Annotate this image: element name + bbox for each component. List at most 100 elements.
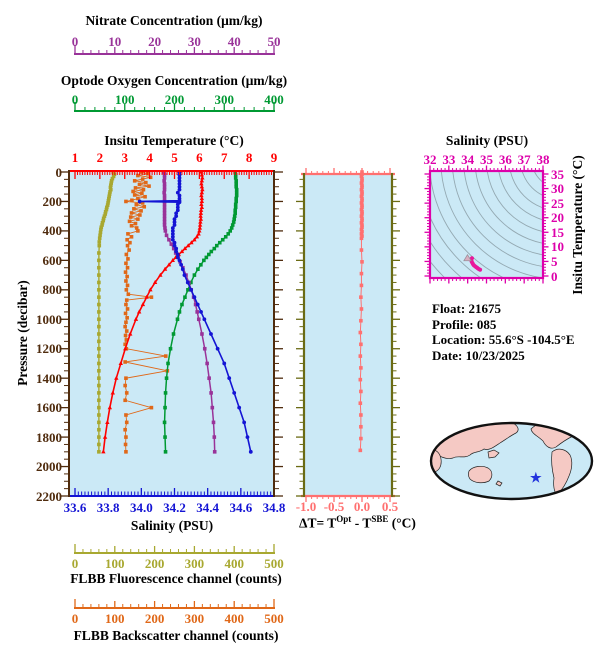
fluorescence-axis-tick-label: 500 <box>264 556 284 571</box>
metadata-line-location: Location: 55.6°S -104.5°E <box>432 332 575 347</box>
ts-temperature-tick-label: 15 <box>551 224 564 240</box>
fluorescence-axis-tick-label: 0 <box>71 556 79 571</box>
backscatter-axis-tick-label: 0 <box>71 611 79 626</box>
curve-salinity <box>137 171 253 454</box>
oxygen-axis-tick-label: 300 <box>214 92 235 107</box>
temperature-tick-label: 4 <box>146 150 153 165</box>
salinity-tick-label: 34.8 <box>262 500 286 515</box>
delta-t-label-part: - T <box>351 515 372 531</box>
delta-t-label-part: (°C) <box>388 515 416 531</box>
backscatter-axis-tick-label: 100 <box>105 611 125 626</box>
float-metadata: Float: 21675 Profile: 085 Location: 55.6°S… <box>432 301 575 363</box>
main-plot-frame <box>60 170 283 497</box>
pressure-tick-label: 1000 <box>36 311 62 327</box>
metadata-line-profile: Profile: 085 <box>432 316 497 332</box>
ts-temperature-tick-label: 30 <box>551 181 564 197</box>
pressure-tick-label: 0 <box>55 164 63 180</box>
nitrate-axis-tick-label: 40 <box>227 34 241 49</box>
pressure-tick-label: 600 <box>42 252 63 268</box>
map-land-south-america <box>551 448 573 496</box>
nitrate-axis-tick-label: 50 <box>267 34 281 49</box>
world-map <box>429 421 594 501</box>
pressure-tick-label: 800 <box>42 282 63 298</box>
ts-salinity-tick-label: 34 <box>461 152 475 167</box>
salinity-axis-title: Salinity (PSU) <box>130 518 214 533</box>
profile-curves <box>97 170 483 454</box>
delta-t-tick-label: 0.0 <box>353 499 371 514</box>
oxygen-axis-tick-label: 0 <box>71 92 79 107</box>
map-land-australia <box>467 465 493 484</box>
curve-oxygen <box>162 171 239 454</box>
temperature-tick-label: 8 <box>245 150 253 165</box>
salinity-tick-label: 34.0 <box>129 500 153 515</box>
nitrate-axis-title: Nitrate Concentration (μm/kg) <box>85 13 263 28</box>
delta-t-tick-label: -0.5 <box>323 499 345 514</box>
metadata-line-float: Float: 21675 <box>432 301 501 316</box>
ts-temperature-tick-label: 35 <box>551 166 564 182</box>
nitrate-axis-tick-label: 0 <box>71 34 79 49</box>
temperature-tick-label: 1 <box>71 150 79 165</box>
backscatter-axis-ruler <box>74 599 275 609</box>
map-land-new-zealand <box>495 480 503 487</box>
ts-temperature-tick-label: 10 <box>551 239 564 255</box>
temperature-tick-label: 2 <box>96 150 104 165</box>
ts-curve <box>469 256 483 272</box>
nitrate-axis-tick-label: 30 <box>187 34 201 49</box>
pressure-tick-label: 1200 <box>36 341 62 357</box>
temperature-tick-label: 5 <box>171 150 178 165</box>
delta-panel-background <box>303 173 393 497</box>
pressure-axis-title: Pressure (decibar) <box>15 280 30 386</box>
ts-temperature-tick-label: 20 <box>551 210 564 226</box>
fluorescence-axis-tick-label: 400 <box>224 556 244 571</box>
temperature-tick-label: 9 <box>270 150 278 165</box>
temperature-axis-title: Insitu Temperature (°C) <box>104 133 244 148</box>
ts-temperature-tick-label: 25 <box>551 195 564 211</box>
oxygen-axis-tick-label: 400 <box>264 92 284 107</box>
delta-t-label-sup-sbe: SBE <box>371 514 389 524</box>
salinity-tick-label: 34.6 <box>229 500 253 515</box>
ts-temperature-title: Insitu Temperature (°C) <box>570 155 585 295</box>
nitrate-axis-tick-label: 20 <box>148 34 162 49</box>
delta-t-label-sup-opt: Opt <box>336 514 352 524</box>
pressure-tick-label: 2200 <box>36 488 62 504</box>
axes-frames-ticks <box>60 45 549 609</box>
map-land-sea-islands <box>487 449 500 459</box>
ts-panel-frame <box>424 165 549 284</box>
nitrate-axis-ruler <box>74 45 275 55</box>
oxygen-axis-ruler <box>74 102 275 112</box>
ts-salinity-tick-label: 36 <box>498 152 512 167</box>
fluorescence-axis-ruler <box>74 544 275 554</box>
delta-t-axis-label: ΔT= TOpt - TSBE (°C) <box>299 514 416 532</box>
oxygen-axis-tick-label: 200 <box>164 92 185 107</box>
backscatter-axis-tick-label: 400 <box>224 611 244 626</box>
backscatter-axis-tick-label: 200 <box>144 611 165 626</box>
backscatter-axis-title: FLBB Backscatter channel (counts) <box>73 628 279 643</box>
map-land-greenland <box>564 423 580 429</box>
pressure-tick-label: 400 <box>42 223 63 239</box>
ts-salinity-tick-label: 33 <box>442 152 456 167</box>
map-land-africa <box>431 449 442 473</box>
delta-panel-frame <box>296 168 400 502</box>
fluorescence-axis-title: FLBB Fluorescence channel (counts) <box>70 571 282 586</box>
oxygen-axis-tick-label: 100 <box>115 92 135 107</box>
backscatter-axis-tick-label: 500 <box>264 611 284 626</box>
fluorescence-axis-tick-label: 200 <box>144 556 165 571</box>
ts-spike-marker <box>463 253 472 262</box>
backscatter-axis-tick-label: 300 <box>184 611 205 626</box>
pressure-tick-label: 2000 <box>36 459 62 475</box>
pressure-tick-label: 1600 <box>36 400 62 416</box>
delta-t-tick-label: 0.5 <box>381 499 399 514</box>
curve-delta-t <box>358 170 364 453</box>
panel-backgrounds <box>68 170 543 497</box>
temperature-tick-label: 6 <box>196 150 203 165</box>
salinity-tick-label: 33.8 <box>96 500 120 515</box>
curve-fluorescence <box>97 171 117 454</box>
fluorescence-axis-tick-label: 100 <box>105 556 125 571</box>
ts-salinity-title: Salinity (PSU) <box>445 133 529 148</box>
ts-salinity-tick-label: 32 <box>423 152 437 167</box>
ts-salinity-tick-label: 38 <box>536 152 550 167</box>
ts-salinity-tick-label: 37 <box>517 152 531 167</box>
oxygen-axis-title: Optode Oxygen Concentration (μm/kg) <box>60 73 288 88</box>
